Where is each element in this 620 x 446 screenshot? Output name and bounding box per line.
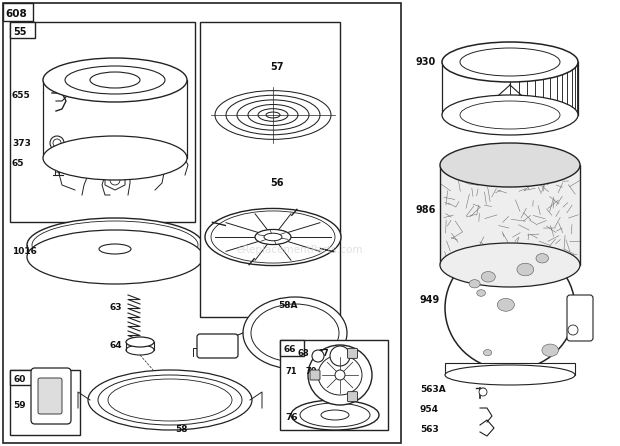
Text: 608: 608 <box>5 9 27 19</box>
Ellipse shape <box>243 297 347 369</box>
Text: 56: 56 <box>270 178 283 188</box>
Ellipse shape <box>442 42 578 82</box>
Ellipse shape <box>255 229 291 244</box>
Text: 930: 930 <box>416 57 436 67</box>
Text: 65: 65 <box>12 158 25 168</box>
FancyBboxPatch shape <box>197 334 238 358</box>
Text: 986: 986 <box>416 205 436 215</box>
Text: 70: 70 <box>305 368 316 376</box>
Circle shape <box>312 350 324 362</box>
Ellipse shape <box>445 246 575 370</box>
Text: 655: 655 <box>12 91 31 99</box>
Circle shape <box>50 136 64 150</box>
Text: eReplacementParts.com: eReplacementParts.com <box>237 245 363 255</box>
Ellipse shape <box>440 143 580 187</box>
Ellipse shape <box>27 218 203 272</box>
Ellipse shape <box>484 350 492 356</box>
Text: 954: 954 <box>420 405 439 414</box>
Ellipse shape <box>264 233 282 241</box>
Bar <box>3 3 401 443</box>
Text: 949: 949 <box>420 295 440 305</box>
Ellipse shape <box>440 243 580 287</box>
Ellipse shape <box>477 290 485 296</box>
Text: 58A: 58A <box>278 301 298 310</box>
Ellipse shape <box>65 66 165 94</box>
Text: 563A: 563A <box>420 385 446 395</box>
Ellipse shape <box>32 221 198 269</box>
Bar <box>280 340 304 356</box>
Bar <box>200 22 340 317</box>
Bar <box>10 370 32 385</box>
Circle shape <box>568 325 578 335</box>
Text: 1016: 1016 <box>12 247 37 256</box>
FancyBboxPatch shape <box>31 368 71 424</box>
Ellipse shape <box>126 337 154 347</box>
Text: 57: 57 <box>270 62 283 72</box>
Ellipse shape <box>517 263 534 276</box>
Text: 63: 63 <box>110 303 123 313</box>
Ellipse shape <box>308 345 372 405</box>
Text: 64: 64 <box>110 342 123 351</box>
Ellipse shape <box>442 95 578 135</box>
Ellipse shape <box>291 400 379 430</box>
Bar <box>440 165 580 265</box>
Bar <box>10 22 35 38</box>
Bar <box>445 363 575 375</box>
FancyBboxPatch shape <box>347 348 358 358</box>
Ellipse shape <box>542 344 559 356</box>
Circle shape <box>479 388 487 396</box>
Ellipse shape <box>445 365 575 385</box>
Ellipse shape <box>318 355 362 395</box>
Text: 68: 68 <box>298 348 309 358</box>
Ellipse shape <box>205 208 341 265</box>
Text: 58: 58 <box>175 425 187 434</box>
Ellipse shape <box>481 272 495 282</box>
Ellipse shape <box>460 101 560 129</box>
Text: 71: 71 <box>285 368 296 376</box>
Bar <box>280 340 388 430</box>
Ellipse shape <box>99 244 131 254</box>
Bar <box>3 3 33 21</box>
FancyBboxPatch shape <box>310 370 320 380</box>
Bar <box>10 370 80 435</box>
FancyBboxPatch shape <box>38 378 62 414</box>
Text: 563: 563 <box>420 425 439 434</box>
FancyBboxPatch shape <box>567 295 593 341</box>
Text: 373: 373 <box>12 139 31 148</box>
Text: 60: 60 <box>13 375 25 384</box>
Ellipse shape <box>88 370 252 430</box>
Text: 59: 59 <box>13 401 25 409</box>
Ellipse shape <box>43 136 187 180</box>
Text: 76: 76 <box>285 413 298 422</box>
Ellipse shape <box>27 230 203 284</box>
Text: 67: 67 <box>318 350 330 359</box>
Ellipse shape <box>90 72 140 88</box>
Circle shape <box>335 370 345 380</box>
Text: 55: 55 <box>13 27 27 37</box>
Ellipse shape <box>469 280 480 288</box>
Text: 66: 66 <box>283 346 296 355</box>
Ellipse shape <box>497 298 515 311</box>
Ellipse shape <box>460 48 560 76</box>
Ellipse shape <box>43 58 187 102</box>
FancyBboxPatch shape <box>347 392 358 402</box>
Bar <box>10 22 195 222</box>
Ellipse shape <box>536 254 549 263</box>
Circle shape <box>330 346 350 366</box>
